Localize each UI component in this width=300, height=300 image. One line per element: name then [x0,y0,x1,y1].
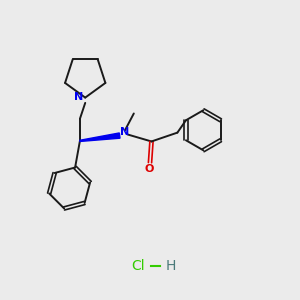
Text: O: O [145,164,154,174]
Polygon shape [80,133,120,142]
Text: N: N [74,92,83,102]
Text: N: N [120,127,130,137]
Text: Cl: Cl [131,259,145,273]
Text: H: H [165,259,176,273]
